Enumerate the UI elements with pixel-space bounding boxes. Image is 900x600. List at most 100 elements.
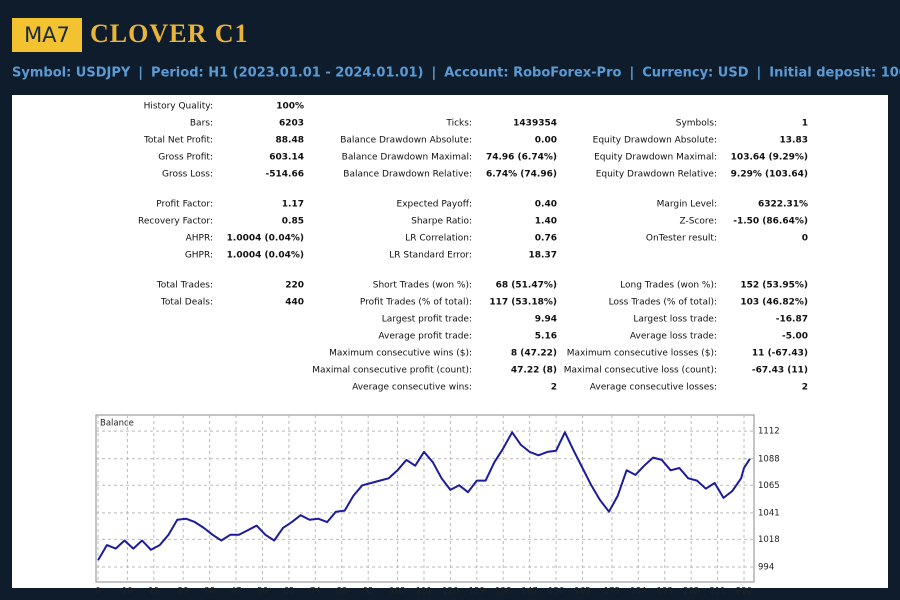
stat-value: 0 bbox=[802, 234, 808, 244]
stat-label: Average consecutive losses: bbox=[590, 383, 717, 393]
stat-value: 9.29% (103.64) bbox=[731, 170, 808, 180]
separator: | bbox=[138, 66, 143, 81]
stat-label: Equity Drawdown Maximal: bbox=[594, 153, 717, 163]
stat-value: 220 bbox=[285, 281, 304, 291]
x-tick-label: 202 bbox=[683, 587, 699, 597]
stat-value: 100% bbox=[276, 102, 304, 112]
x-tick-label: 10 bbox=[122, 587, 133, 597]
x-tick-label: 211 bbox=[709, 587, 725, 597]
stat-value: 1.0004 (0.04%) bbox=[227, 251, 304, 261]
stat-value: 440 bbox=[285, 298, 304, 308]
stat-label: Z-Score: bbox=[680, 217, 718, 227]
chart-frame bbox=[95, 414, 755, 583]
stat-label: OnTester result: bbox=[646, 234, 717, 244]
stat-value: 88.48 bbox=[276, 136, 304, 146]
stat-label: Ticks: bbox=[445, 119, 472, 129]
stat-value: -16.87 bbox=[776, 315, 808, 325]
x-tick-label: 165 bbox=[574, 587, 590, 597]
stat-label: Maximum consecutive wins ($): bbox=[329, 349, 472, 359]
x-tick-label: 65 bbox=[283, 587, 294, 597]
x-tick-label: 102 bbox=[389, 587, 405, 597]
stat-label: Bars: bbox=[190, 119, 213, 129]
stat-label: GHPR: bbox=[185, 251, 213, 261]
stat-value: 152 (53.95%) bbox=[740, 281, 808, 291]
stat-label: Long Trades (won %): bbox=[620, 281, 717, 291]
stat-label: Maximum consecutive losses ($): bbox=[567, 349, 717, 359]
x-tick-label: 74 bbox=[310, 587, 321, 597]
stat-value: 18.37 bbox=[529, 251, 557, 261]
stat-value: 2 bbox=[802, 383, 808, 393]
x-tick-label: 184 bbox=[630, 587, 646, 597]
stat-value: -514.66 bbox=[266, 170, 304, 180]
stat-value: 6.74% (74.96) bbox=[486, 170, 557, 180]
stat-label: Average consecutive wins: bbox=[352, 383, 472, 393]
stat-value: 1.40 bbox=[535, 217, 557, 227]
x-tick-label: 111 bbox=[416, 587, 432, 597]
x-tick-label: 0 bbox=[95, 587, 100, 597]
stat-value: 0.76 bbox=[535, 234, 557, 244]
stat-label: Largest profit trade: bbox=[382, 315, 472, 325]
x-tick-label: 129 bbox=[469, 587, 485, 597]
y-tick-label: 1088 bbox=[758, 454, 780, 464]
stat-value: 1439354 bbox=[513, 119, 557, 129]
x-tick-label: 38 bbox=[204, 587, 215, 597]
stat-label: Balance Drawdown Relative: bbox=[343, 170, 472, 180]
stat-value: -5.00 bbox=[782, 332, 808, 342]
stat-value: 47.22 (8) bbox=[511, 366, 557, 376]
x-tick-label: 56 bbox=[257, 587, 268, 597]
stat-label: Recovery Factor: bbox=[138, 217, 213, 227]
stat-label: Profit Factor: bbox=[156, 200, 213, 210]
y-tick-label: 1041 bbox=[758, 508, 780, 518]
x-tick-label: 147 bbox=[522, 587, 538, 597]
info-item: Symbol: USDJPY bbox=[12, 66, 131, 81]
stat-value: 1 bbox=[802, 119, 808, 129]
stat-value: 6322.31% bbox=[758, 200, 808, 210]
stat-label: LR Correlation: bbox=[405, 234, 472, 244]
stat-label: Balance Drawdown Absolute: bbox=[340, 136, 472, 146]
x-tick-label: 220 bbox=[736, 587, 752, 597]
y-tick-label: 1112 bbox=[758, 427, 780, 437]
stat-label: Equity Drawdown Relative: bbox=[596, 170, 717, 180]
x-tick-label: 92 bbox=[363, 587, 374, 597]
x-tick-label: 120 bbox=[442, 587, 458, 597]
stat-label: History Quality: bbox=[144, 102, 213, 112]
x-tick-label: 29 bbox=[178, 587, 189, 597]
info-item: Account: RoboForex-Pro bbox=[444, 66, 621, 81]
stat-value: -67.43 (11) bbox=[752, 366, 808, 376]
separator: | bbox=[629, 66, 634, 81]
y-tick-label: 994 bbox=[758, 563, 774, 573]
stat-label: LR Standard Error: bbox=[389, 251, 472, 261]
stat-value: 603.14 bbox=[269, 153, 304, 163]
stat-label: Balance Drawdown Maximal: bbox=[342, 153, 472, 163]
stat-label: Margin Level: bbox=[657, 200, 717, 210]
stat-value: 1.17 bbox=[282, 200, 304, 210]
stat-label: Total Trades: bbox=[156, 281, 213, 291]
info-item: Currency: USD bbox=[642, 66, 749, 81]
stat-value: 103.64 (9.29%) bbox=[731, 153, 808, 163]
stat-label: Gross Profit: bbox=[158, 153, 213, 163]
x-tick-label: 138 bbox=[495, 587, 511, 597]
title: CLOVER C1 bbox=[90, 19, 249, 48]
chart-title: Balance bbox=[100, 419, 134, 429]
stat-value: 11 (-67.43) bbox=[752, 349, 808, 359]
stat-label: Total Net Profit: bbox=[143, 136, 213, 146]
stat-value: 0.00 bbox=[535, 136, 557, 146]
info-item: Initial deposit: 1000 bbox=[769, 66, 900, 81]
stat-label: Loss Trades (% of total): bbox=[609, 298, 717, 308]
stat-value: 9.94 bbox=[535, 315, 557, 325]
stat-label: Gross Loss: bbox=[162, 170, 213, 180]
stat-label: Maximal consecutive loss (count): bbox=[564, 366, 717, 376]
logo: MA7 bbox=[24, 23, 70, 47]
x-tick-label: 19 bbox=[148, 587, 159, 597]
x-tick-label: 175 bbox=[604, 587, 620, 597]
stat-label: Average profit trade: bbox=[378, 332, 472, 342]
balance-line bbox=[97, 431, 751, 561]
separator: | bbox=[431, 66, 436, 81]
stat-value: 5.16 bbox=[535, 332, 557, 342]
y-tick-label: 1065 bbox=[758, 481, 780, 491]
stat-value: 2 bbox=[551, 383, 557, 393]
x-tick-label: 83 bbox=[336, 587, 347, 597]
x-tick-label: 47 bbox=[231, 587, 242, 597]
stat-value: 1.0004 (0.04%) bbox=[227, 234, 304, 244]
